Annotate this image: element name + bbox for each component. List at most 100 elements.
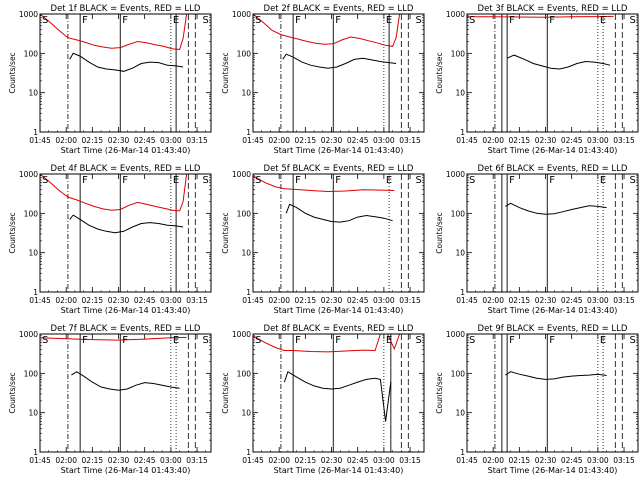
y-tick-label: 100 xyxy=(237,209,252,218)
x-tick-label: 02:15 xyxy=(295,136,317,145)
x-tick-label: 03:15 xyxy=(186,456,208,465)
x-tick-label: 02:00 xyxy=(55,136,77,145)
plot-frame xyxy=(466,173,639,293)
x-axis-label: Start Time (26-Mar-14 01:43:40) xyxy=(488,306,618,315)
x-tick-label: 01:45 xyxy=(242,296,264,305)
x-axis-label: Start Time (26-Mar-14 01:43:40) xyxy=(274,466,404,475)
marker-label: F xyxy=(82,15,88,26)
marker-label: F xyxy=(295,335,301,346)
x-tick-label: 02:30 xyxy=(108,296,130,305)
y-tick-label: 1 xyxy=(33,448,38,457)
y-tick-label: 1 xyxy=(33,128,38,137)
panel-title: Det 4f BLACK = Events, RED = LLD xyxy=(51,164,201,174)
marker-label: E xyxy=(386,335,392,346)
y-axis-label: Counts/sec xyxy=(8,372,17,413)
y-tick-label: 1000 xyxy=(19,330,38,339)
marker-label: F xyxy=(122,15,128,26)
x-tick-label: 03:00 xyxy=(587,136,609,145)
x-tick-label: 02:15 xyxy=(509,296,531,305)
panel-1: Det 1f BLACK = Events, RED = LLD 1 10 100 10… xyxy=(8,4,212,155)
marker-label: F xyxy=(549,15,555,26)
x-tick-label: 02:15 xyxy=(295,296,317,305)
marker-label: S xyxy=(42,335,48,346)
marker-label: F xyxy=(295,175,301,186)
panel-title: Det 6f BLACK = Events, RED = LLD xyxy=(478,164,628,174)
y-tick-label: 10 xyxy=(241,89,251,98)
x-tick-label: 02:15 xyxy=(82,136,104,145)
marker-label: S xyxy=(203,15,209,26)
panel-4: Det 4f BLACK = Events, RED = LLD 1 10 100 10… xyxy=(8,164,212,315)
x-tick-label: 02:00 xyxy=(482,136,504,145)
panel-9: Det 9f BLACK = Events, RED = LLD 1 10 100 10… xyxy=(435,324,639,475)
y-tick-label: 100 xyxy=(24,49,39,58)
x-axis-label: Start Time (26-Mar-14 01:43:40) xyxy=(274,146,404,155)
marker-label: S xyxy=(255,15,261,26)
marker-label: S xyxy=(630,335,636,346)
y-tick-label: 1 xyxy=(33,288,38,297)
marker-label: S xyxy=(416,15,422,26)
y-tick-label: 1 xyxy=(246,128,251,137)
x-axis-label: Start Time (26-Mar-14 01:43:40) xyxy=(61,306,191,315)
panel-2: Det 2f BLACK = Events, RED = LLD 1 10 100 10… xyxy=(221,4,425,155)
marker-label: E xyxy=(173,335,179,346)
y-tick-label: 10 xyxy=(455,249,465,258)
x-tick-label: 02:00 xyxy=(55,456,77,465)
x-axis-label: Start Time (26-Mar-14 01:43:40) xyxy=(274,306,404,315)
x-tick-label: 02:45 xyxy=(134,136,156,145)
marker-label: F xyxy=(82,175,88,186)
plot-frame xyxy=(252,13,425,133)
x-tick-label: 02:45 xyxy=(561,296,583,305)
y-tick-label: 10 xyxy=(28,249,38,258)
x-tick-label: 02:45 xyxy=(561,456,583,465)
x-axis-label: Start Time (26-Mar-14 01:43:40) xyxy=(61,146,191,155)
y-tick-label: 10 xyxy=(28,409,38,418)
y-axis-label: Counts/sec xyxy=(221,52,230,93)
series-line-events xyxy=(71,371,180,391)
x-tick-label: 03:00 xyxy=(160,456,182,465)
marker-label: F xyxy=(335,15,341,26)
x-axis-label: Start Time (26-Mar-14 01:43:40) xyxy=(488,146,618,155)
x-tick-label: 02:45 xyxy=(134,456,156,465)
x-tick-label: 02:30 xyxy=(535,296,557,305)
x-tick-label: 03:00 xyxy=(373,296,395,305)
y-axis-label: Counts/sec xyxy=(221,372,230,413)
y-tick-label: 1000 xyxy=(446,170,465,179)
marker-label: S xyxy=(203,335,209,346)
marker-label: S xyxy=(630,175,636,186)
y-tick-label: 1000 xyxy=(446,330,465,339)
x-tick-label: 01:45 xyxy=(456,296,478,305)
marker-label: F xyxy=(122,335,128,346)
x-tick-label: 02:00 xyxy=(55,296,77,305)
y-tick-label: 10 xyxy=(241,249,251,258)
panel-title: Det 7f BLACK = Events, RED = LLD xyxy=(51,324,201,334)
x-tick-label: 03:00 xyxy=(160,296,182,305)
y-tick-label: 10 xyxy=(455,89,465,98)
panel-6: Det 6f BLACK = Events, RED = LLD 1 10 100 10… xyxy=(435,164,639,315)
y-tick-label: 10 xyxy=(455,409,465,418)
y-tick-label: 1 xyxy=(460,448,465,457)
plot-frame xyxy=(39,173,212,293)
x-tick-label: 02:45 xyxy=(347,136,369,145)
y-axis-label: Counts/sec xyxy=(435,52,444,93)
x-tick-label: 01:45 xyxy=(456,136,478,145)
series-line-lld xyxy=(252,333,401,353)
series-line-lld xyxy=(39,173,188,212)
series-line-events xyxy=(506,54,611,70)
y-tick-label: 10 xyxy=(241,409,251,418)
marker-label: E xyxy=(173,15,179,26)
y-axis-label: Counts/sec xyxy=(435,212,444,253)
x-tick-label: 02:15 xyxy=(509,136,531,145)
x-tick-label: 03:15 xyxy=(399,456,421,465)
x-tick-label: 02:45 xyxy=(347,456,369,465)
x-tick-label: 02:30 xyxy=(321,456,343,465)
x-tick-label: 01:45 xyxy=(242,456,264,465)
x-tick-label: 03:00 xyxy=(587,456,609,465)
plot-frame xyxy=(252,333,425,453)
x-tick-label: 02:00 xyxy=(268,296,290,305)
marker-label: E xyxy=(173,175,179,186)
x-tick-label: 02:15 xyxy=(82,296,104,305)
y-tick-label: 1 xyxy=(460,288,465,297)
marker-label: F xyxy=(82,335,88,346)
